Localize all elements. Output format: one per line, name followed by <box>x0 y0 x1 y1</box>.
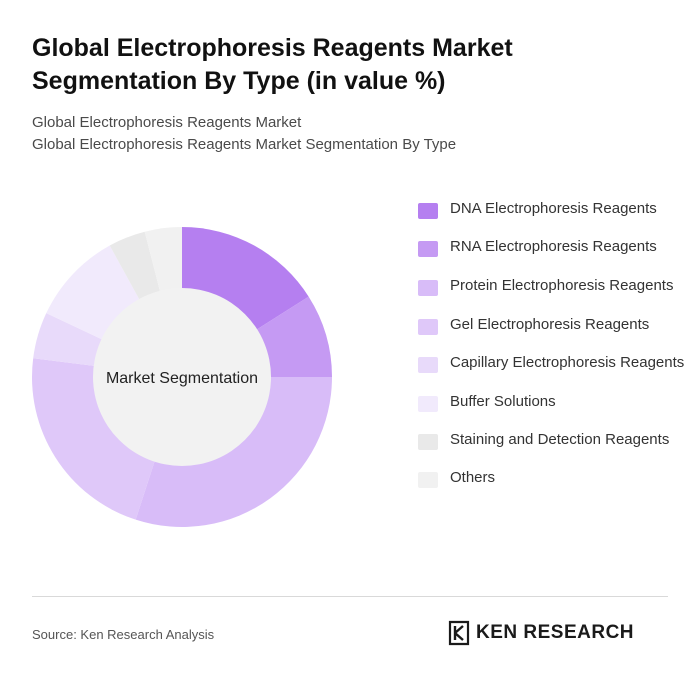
chart-title: Global Electrophoresis Reagents Market S… <box>32 34 513 95</box>
brand-logo: KEN RESEARCH <box>448 620 634 646</box>
legend-swatch <box>418 203 438 219</box>
legend-label: Staining and Detection Reagents <box>450 431 670 448</box>
chart-legend: DNA Electrophoresis Reagents RNA Electrop… <box>418 198 688 489</box>
legend-swatch <box>418 434 438 450</box>
brand-name: KEN RESEARCH <box>476 622 635 643</box>
subtitle-line-1: Global Electrophoresis Reagents Market <box>32 114 302 131</box>
legend-swatch <box>418 241 438 257</box>
legend-item: RNA Electrophoresis Reagents <box>418 236 688 258</box>
legend-label: Protein Electrophoresis Reagents <box>450 277 674 294</box>
legend-label: Others <box>450 469 496 486</box>
legend-item: Others <box>418 467 688 489</box>
subtitle-line-2: Global Electrophoresis Reagents Market S… <box>32 136 457 153</box>
legend-swatch <box>418 357 438 373</box>
legend-label: Gel Electrophoresis Reagents <box>450 316 650 333</box>
legend-item: Staining and Detection Reagents <box>418 429 688 451</box>
legend-item: Gel Electrophoresis Reagents <box>418 314 688 336</box>
legend-item: Protein Electrophoresis Reagents <box>418 275 688 297</box>
legend-label: DNA Electrophoresis Reagents <box>450 200 657 217</box>
legend-swatch <box>418 472 438 488</box>
donut-hole <box>93 288 271 466</box>
legend-swatch <box>418 319 438 335</box>
source-note: Source: Ken Research Analysis <box>32 627 215 642</box>
legend-label: Capillary Electrophoresis Reagents <box>450 354 685 371</box>
donut-chart: Market Segmentation <box>31 227 332 527</box>
legend-swatch <box>418 396 438 412</box>
legend-swatch <box>418 280 438 296</box>
legend-label: RNA Electrophoresis Reagents <box>450 238 657 255</box>
legend-item: DNA Electrophoresis Reagents <box>418 198 688 220</box>
legend-item: Buffer Solutions <box>418 391 688 413</box>
ken-research-logo-icon <box>448 620 470 646</box>
legend-label: Buffer Solutions <box>450 393 556 410</box>
chart-subtitle: Global Electrophoresis Reagents Market G… <box>32 112 456 156</box>
center-label: Market Segmentation <box>106 370 258 387</box>
footer-divider <box>32 596 668 597</box>
legend-item: Capillary Electrophoresis Reagents <box>418 352 688 374</box>
